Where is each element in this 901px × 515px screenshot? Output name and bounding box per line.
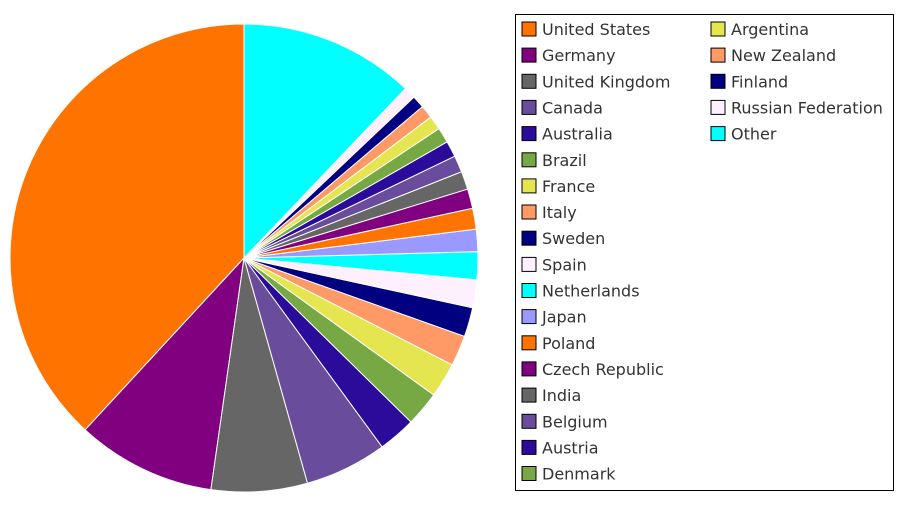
legend: United States Germany United Kingdom Canada… (521, 20, 883, 484)
pie-slice-other (243, 23, 407, 260)
legend-swatch-germany (521, 47, 537, 63)
legend-label-united-states: United States (542, 20, 650, 39)
legend-label-australia: Australia (542, 125, 613, 144)
legend-label-other: Other (731, 125, 777, 144)
legend-swatch-czech-republic (521, 361, 537, 377)
legend-swatch-netherlands (521, 283, 537, 298)
legend-label-italy: Italy (542, 203, 577, 222)
legend-swatch-united-states (521, 21, 537, 37)
legend-label-united-kingdom: United Kingdom (542, 72, 670, 91)
legend-swatch-new-zealand (710, 47, 726, 63)
pie-slice-germany (84, 256, 245, 491)
legend-label-austria: Austria (542, 438, 599, 457)
legend-label-belgium: Belgium (542, 412, 608, 431)
legend-swatch-sweden (521, 230, 537, 246)
legend-swatch-argentina (710, 21, 726, 37)
legend-swatch-united-kingdom (521, 73, 537, 89)
pie-slices (9, 23, 479, 493)
legend-swatch-other (710, 126, 726, 142)
legend-label-finland: Finland (731, 72, 788, 91)
legend-label-czech-republic: Czech Republic (542, 360, 664, 379)
legend-swatch-denmark (521, 466, 537, 481)
legend-label-denmark: Denmark (542, 465, 616, 484)
legend-swatch-austria (521, 439, 537, 455)
legend-swatch-finland (710, 73, 726, 89)
legend-label-spain: Spain (542, 255, 587, 274)
legend-swatch-canada (521, 99, 537, 115)
legend-swatch-brazil (521, 152, 537, 168)
legend-swatch-india (521, 387, 537, 403)
legend-label-netherlands: Netherlands (542, 282, 640, 301)
legend-label-india: India (542, 386, 581, 405)
legend-swatch-belgium (521, 413, 537, 429)
legend-label-argentina: Argentina (731, 20, 809, 39)
legend-label-new-zealand: New Zealand (731, 46, 836, 65)
legend-label-france: France (542, 177, 595, 196)
legend-swatch-japan (521, 309, 537, 325)
legend-swatch-spain (521, 256, 537, 272)
legend-label-canada: Canada (542, 98, 603, 117)
legend-label-poland: Poland (542, 334, 595, 353)
legend-swatch-poland (521, 335, 537, 351)
legend-swatch-france (521, 178, 537, 194)
legend-swatch-australia (521, 126, 537, 142)
legend-label-japan: Japan (541, 308, 587, 327)
legend-box (515, 14, 894, 491)
legend-label-germany: Germany (542, 46, 616, 65)
pie-slice-united-states (9, 23, 245, 431)
legend-label-russian-federation: Russian Federation (731, 98, 883, 117)
legend-swatch-italy (521, 204, 537, 220)
legend-label-brazil: Brazil (542, 151, 587, 170)
legend-swatch-russian-federation (710, 99, 726, 115)
legend-label-sweden: Sweden (542, 229, 605, 248)
